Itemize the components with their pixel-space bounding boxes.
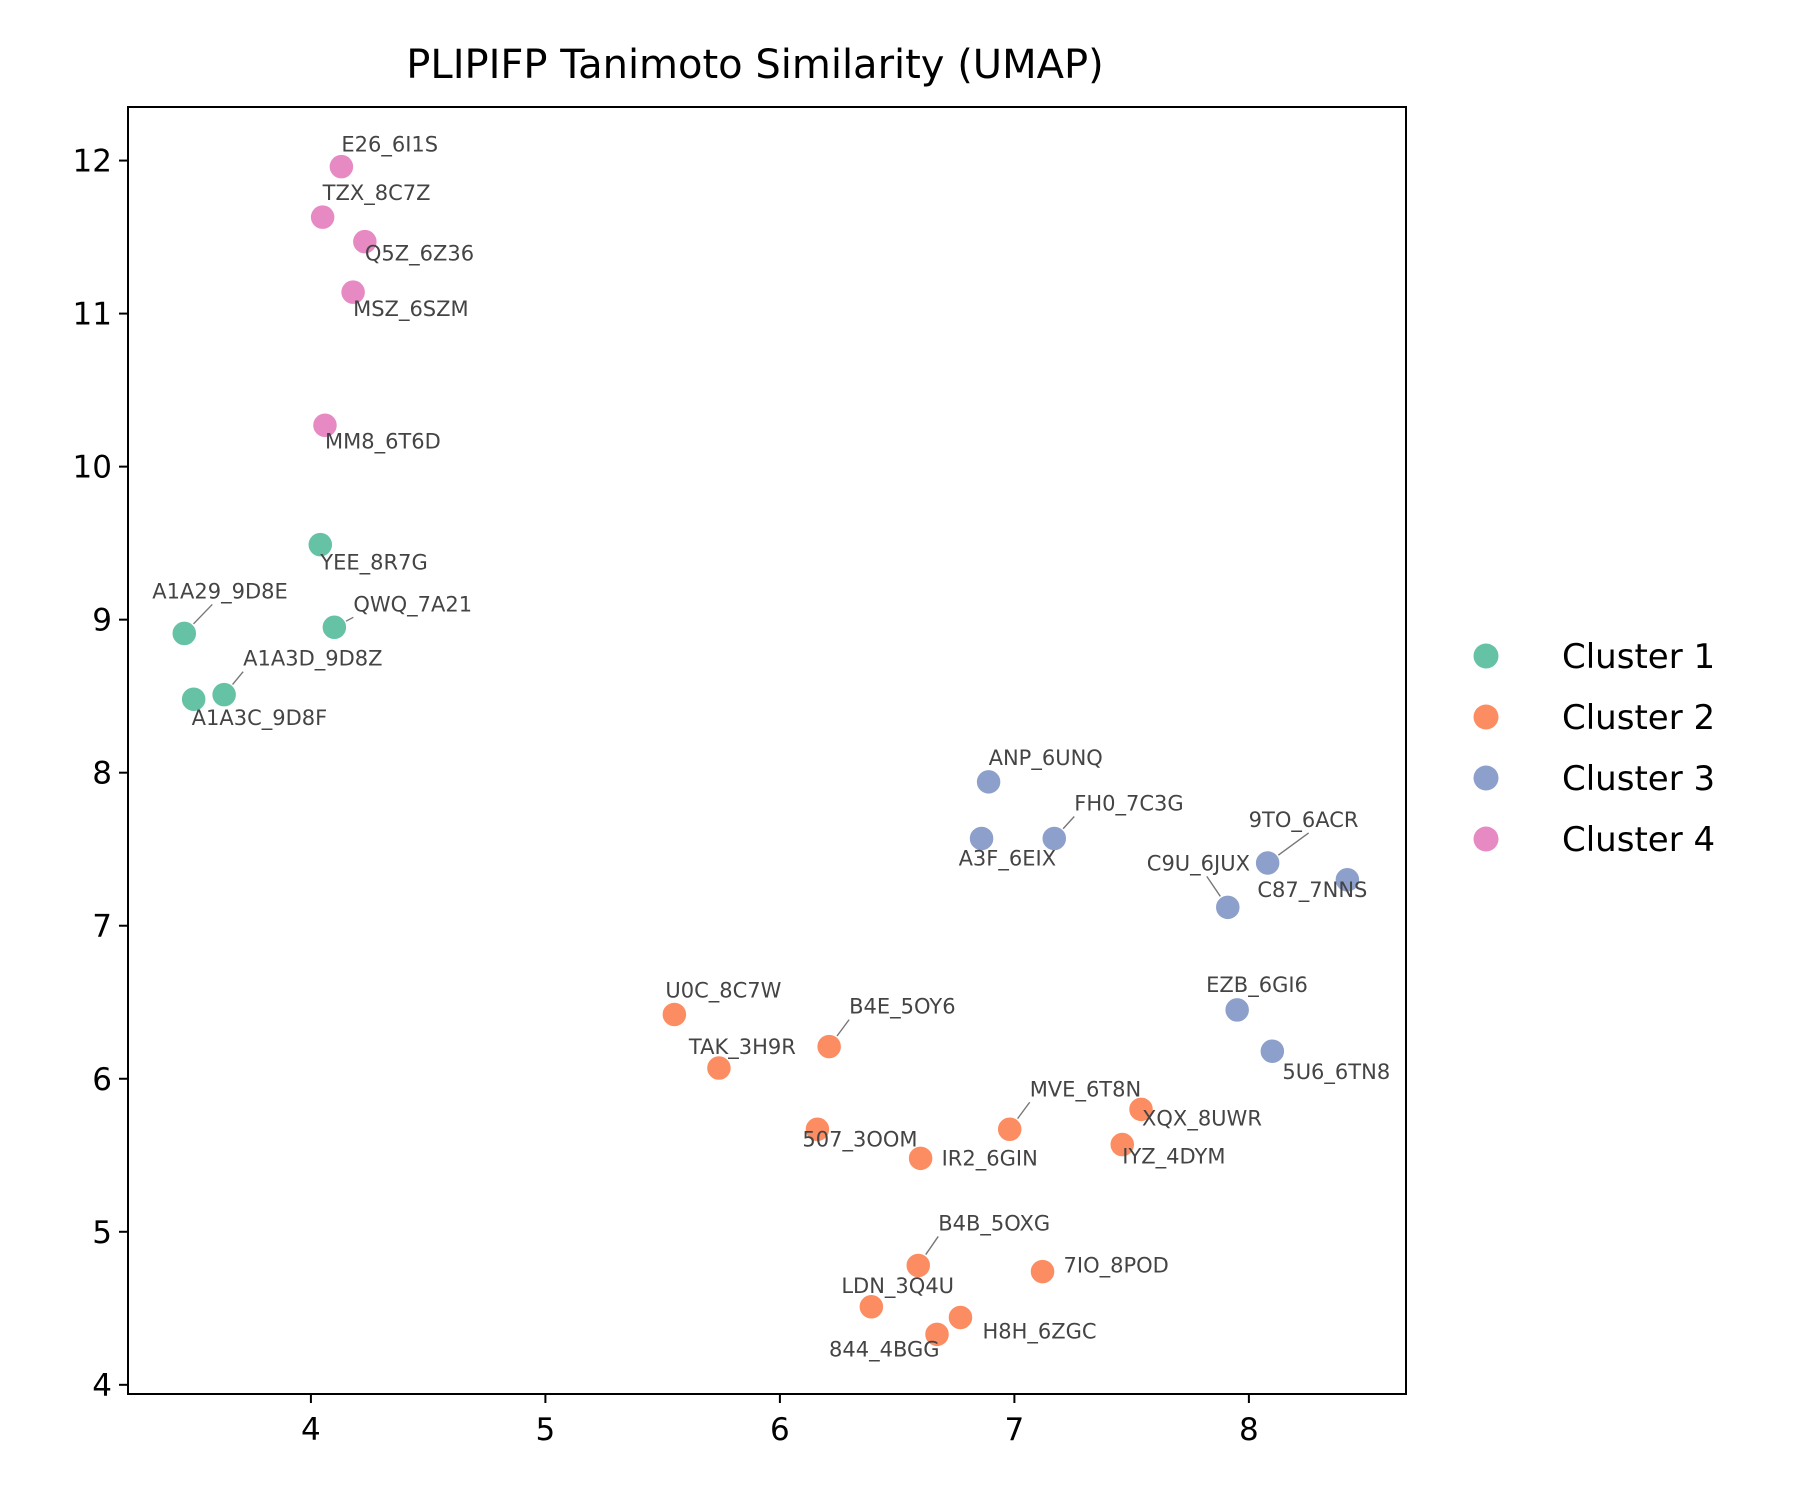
data-point [968,825,995,852]
point-label: C87_7NNS [1257,878,1367,903]
data-point [1254,849,1281,877]
point-label: C9U_6JUX [1147,851,1250,876]
point-label: YEE_8R7G [319,551,427,576]
point-label: A1A3C_9D8F [192,706,328,731]
legend-label: Cluster 1 [1562,637,1715,677]
legend-marker [1473,643,1499,669]
legend-label: Cluster 3 [1562,759,1715,799]
data-point [661,1001,688,1028]
x-tick-label: 4 [301,1412,321,1448]
point-label: MSZ_6SZM [353,297,469,322]
point-label: B4B_5OXG [938,1211,1050,1236]
legend-label: Cluster 2 [1562,698,1715,738]
data-point [328,153,355,180]
point-label: 9TO_6ACR [1249,808,1359,833]
data-point [947,1304,974,1331]
data-point [975,768,1002,796]
y-tick-label: 9 [92,603,112,639]
data-point [1259,1037,1286,1065]
point-label: 5U6_6TN8 [1282,1060,1390,1085]
data-point [210,681,238,708]
data-point [923,1321,951,1348]
point-label: MM8_6T6D [325,429,441,454]
data-point [180,685,207,713]
data-point [311,412,339,439]
chart-title: PLIPIFP Tanimoto Similarity (UMAP) [406,42,1103,88]
x-tick-label: 8 [1239,1412,1259,1448]
data-point [904,1252,932,1279]
data-point [996,1116,1023,1143]
data-point [309,203,336,231]
data-point [907,1145,934,1172]
point-label: LDN_3Q4U [841,1274,954,1299]
point-label: MVE_6T8N [1030,1077,1142,1102]
data-point [1041,825,1068,852]
point-label: U0C_8C7W [665,978,781,1003]
data-point [1334,866,1361,894]
data-point [804,1116,831,1143]
point-label: A1A3D_9D8Z [243,647,382,672]
data-point [171,620,198,647]
y-tick-label: 4 [92,1368,112,1404]
y-tick-label: 8 [92,756,112,792]
data-point [339,278,367,306]
point-label: 844_4BGG [829,1337,940,1362]
point-label: TAK_3H9R [688,1035,796,1060]
data-point [858,1293,885,1321]
point-label: XQX_8UWR [1142,1106,1262,1131]
point-label: B4E_5OY6 [849,995,955,1020]
x-tick-label: 6 [770,1412,790,1448]
point-label: 7IO_8POD [1064,1254,1169,1279]
y-tick-label: 10 [73,450,112,486]
data-point [1109,1131,1136,1158]
point-label: EZB_6GI6 [1206,973,1308,998]
point-label: IYZ_4DYM [1122,1145,1225,1170]
y-tick-label: 7 [92,909,112,945]
point-label: E26_6I1S [341,133,438,158]
data-point [321,614,348,641]
y-tick-label: 12 [73,144,112,180]
x-tick-label: 5 [536,1412,556,1448]
x-tick-label: 7 [1005,1412,1025,1448]
point-label: 507_3OOM [802,1127,917,1152]
data-point [1214,894,1242,921]
y-tick-label: 6 [92,1062,112,1098]
legend-marker [1473,826,1499,852]
legend-marker [1473,704,1499,730]
y-tick-label: 11 [73,297,112,333]
data-point [351,228,379,255]
point-label: A1A29_9D8E [152,579,287,604]
point-label: TZX_8C7Z [322,181,431,206]
point-label: A3F_6EIX [959,846,1057,871]
legend: Cluster 1 Cluster 2 Cluster 3 Cluster 4 [1473,637,1715,860]
point-label: IR2_6GIN [942,1146,1038,1171]
data-point [815,1033,843,1060]
point-label: FH0_7C3G [1074,791,1183,816]
plot-frame [127,106,1407,1395]
legend-marker [1473,765,1499,791]
y-tick-label: 5 [92,1215,112,1251]
point-label: H8H_6ZGC [982,1319,1096,1344]
data-point [1223,996,1251,1024]
data-point [1127,1096,1155,1123]
data-point [705,1054,733,1082]
legend-label: Cluster 4 [1562,820,1715,860]
point-label: Q5Z_6Z36 [365,242,474,267]
point-label: ANP_6UNQ [989,746,1103,771]
data-point [1029,1258,1056,1285]
data-point [307,531,334,558]
point-label: QWQ_7A21 [353,592,472,617]
